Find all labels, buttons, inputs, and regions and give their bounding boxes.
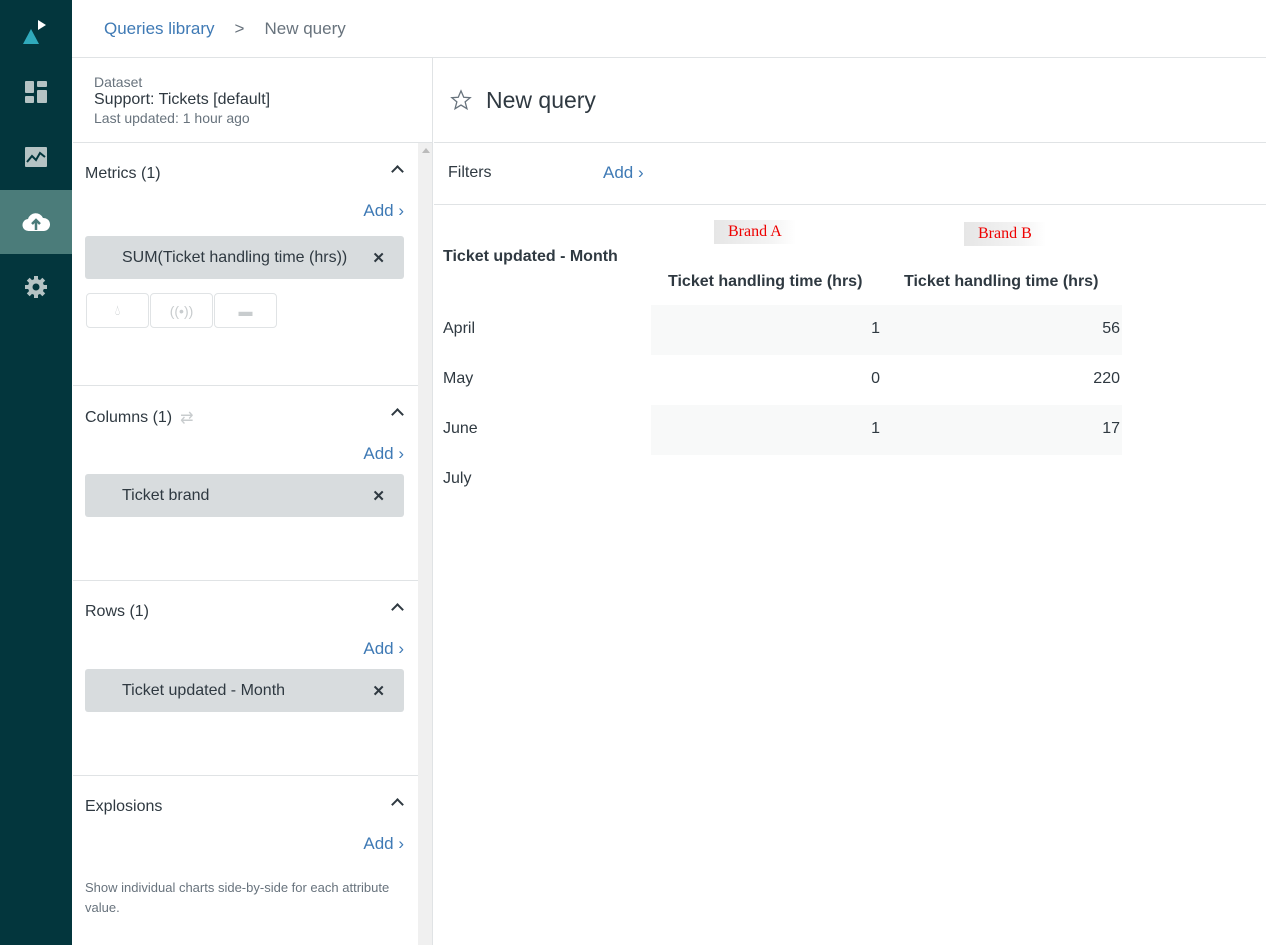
rows-add-button[interactable]: Add › <box>363 639 404 658</box>
dataset-updated: Last updated: 1 hour ago <box>94 110 250 126</box>
add-label: Add <box>363 201 394 220</box>
add-label: Add <box>603 163 634 182</box>
table-row: May 0 220 <box>434 355 1124 405</box>
row-month: May <box>443 370 474 387</box>
nav-dashboard[interactable] <box>0 60 72 124</box>
scroll-up-icon[interactable] <box>422 148 430 153</box>
metric-header-b: Ticket handling time (hrs) <box>904 273 1099 290</box>
table-row: June 1 17 <box>434 405 1124 455</box>
collapse-chevron-icon[interactable] <box>391 798 404 811</box>
reports-icon <box>25 147 47 167</box>
broadcast-icon: ((•)) <box>169 302 194 319</box>
metric-pill-label: SUM(Ticket handling time (hrs)) <box>122 248 348 266</box>
breadcrumb: Queries library > New query <box>72 0 1266 58</box>
metric-header-a: Ticket handling time (hrs) <box>668 273 863 290</box>
cell-brand-b: 220 <box>1093 370 1120 387</box>
metrics-title: Metrics (1) <box>85 165 161 182</box>
row-month: June <box>443 420 478 437</box>
row-header: Ticket updated - Month <box>443 248 618 265</box>
add-label: Add <box>363 639 394 658</box>
result-table: Brand A Brand B Ticket updated - Month T… <box>434 205 1266 605</box>
explosions-description: Show individual charts side-by-side for … <box>85 880 390 915</box>
droplet-icon: 💧︎ <box>114 302 121 318</box>
label-button[interactable]: ▬ <box>214 293 277 328</box>
column-header-brand-a: Brand A <box>714 220 796 244</box>
explosions-add-button[interactable]: Add › <box>363 834 404 853</box>
columns-title: Columns (1) ⇄ <box>85 408 194 428</box>
nav-upload[interactable] <box>0 190 72 254</box>
metrics-add-button[interactable]: Add › <box>363 201 404 220</box>
dataset-label: Dataset <box>94 74 143 90</box>
nav-settings[interactable] <box>0 255 72 319</box>
filters-bar: Filters Add › <box>434 143 1266 205</box>
row-month: April <box>443 320 476 337</box>
row-pill-label: Ticket updated - Month <box>122 681 286 699</box>
collapse-chevron-icon[interactable] <box>391 603 404 616</box>
remove-icon[interactable]: ✕ <box>372 682 385 700</box>
cell-brand-b: 17 <box>1102 420 1120 437</box>
rows-section: Rows (1) Add › Ticket updated - Month ✕ <box>73 581 418 776</box>
column-header-brand-b: Brand B <box>964 222 1046 246</box>
logo-icon <box>23 20 46 44</box>
columns-title-label: Columns (1) <box>85 409 173 426</box>
row-pill[interactable]: Ticket updated - Month ✕ <box>85 669 404 712</box>
settings-icon <box>25 276 47 298</box>
cell-brand-a: 0 <box>871 370 880 387</box>
query-builder-panel: Dataset Support: Tickets [default] Last … <box>73 58 433 946</box>
swap-icon[interactable]: ⇄ <box>180 410 194 427</box>
breadcrumb-separator: > <box>234 18 245 38</box>
add-label: Add <box>363 834 394 853</box>
panel-scrollbar[interactable] <box>418 143 433 945</box>
explosions-title: Explosions <box>85 798 163 815</box>
dashboard-icon <box>25 81 47 103</box>
upload-icon <box>22 213 50 232</box>
cell-brand-a: 1 <box>871 420 880 437</box>
metrics-section: Metrics (1) Add › SUM(Ticket handling ti… <box>73 143 418 386</box>
query-title: New query <box>434 58 1266 143</box>
dataset-name: Support: Tickets [default] <box>94 91 271 108</box>
column-pill[interactable]: Ticket brand ✕ <box>85 474 404 517</box>
rows-title: Rows (1) <box>85 603 150 620</box>
breadcrumb-current: New query <box>264 18 346 38</box>
metric-pill[interactable]: SUM(Ticket handling time (hrs)) ✕ <box>85 236 404 279</box>
color-button[interactable]: 💧︎ <box>86 293 149 328</box>
add-label: Add <box>363 444 394 463</box>
query-title-text[interactable]: New query <box>486 86 596 113</box>
remove-icon[interactable]: ✕ <box>372 487 385 505</box>
explosions-section: Explosions Add › Show individual charts … <box>73 776 418 946</box>
row-month: July <box>443 470 472 487</box>
cell-brand-b: 56 <box>1102 320 1120 337</box>
sidebar-nav <box>0 0 72 945</box>
query-main: New query Filters Add › Brand A Brand B … <box>434 58 1266 945</box>
table-row: April 1 56 <box>434 305 1124 355</box>
columns-section: Columns (1) ⇄ Add › Ticket brand ✕ <box>73 386 418 581</box>
comment-icon: ▬ <box>238 302 253 319</box>
breadcrumb-queries-library[interactable]: Queries library <box>104 18 215 38</box>
nav-reports[interactable] <box>0 126 72 190</box>
signal-button[interactable]: ((•)) <box>150 293 213 328</box>
table-row: July <box>434 455 1124 505</box>
filters-add-button[interactable]: Add › <box>603 163 644 182</box>
star-icon[interactable] <box>450 89 472 111</box>
collapse-chevron-icon[interactable] <box>391 165 404 178</box>
columns-add-button[interactable]: Add › <box>363 444 404 463</box>
filters-label: Filters <box>448 164 492 181</box>
remove-icon[interactable]: ✕ <box>372 249 385 267</box>
dataset-info[interactable]: Dataset Support: Tickets [default] Last … <box>73 58 433 143</box>
column-pill-label: Ticket brand <box>122 486 210 504</box>
logo[interactable] <box>0 0 72 64</box>
cell-brand-a: 1 <box>871 320 880 337</box>
collapse-chevron-icon[interactable] <box>391 408 404 421</box>
